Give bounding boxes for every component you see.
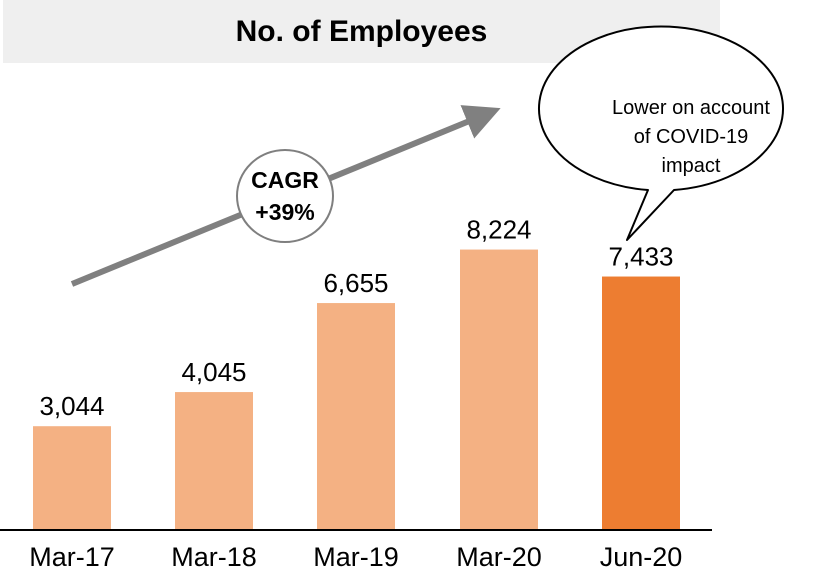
x-tick-label-mar-19: Mar-19 bbox=[313, 542, 399, 572]
cagr-label: CAGR bbox=[251, 167, 319, 193]
value-label-mar-20: 8,224 bbox=[466, 215, 531, 245]
bars-layer bbox=[33, 249, 680, 531]
callout-line-1: Lower on account bbox=[612, 97, 770, 119]
cagr-value: +39% bbox=[255, 199, 314, 225]
cagr-annotation: CAGR +39% bbox=[236, 149, 334, 243]
x-tick-label-mar-18: Mar-18 bbox=[171, 542, 257, 572]
bar-jun-20 bbox=[602, 276, 680, 530]
x-tick-label-mar-20: Mar-20 bbox=[456, 542, 542, 572]
x-tick-label-jun-20: Jun-20 bbox=[600, 542, 683, 572]
bar-mar-19 bbox=[317, 303, 395, 530]
bar-mar-18 bbox=[175, 392, 253, 530]
callout-line-3: impact bbox=[662, 155, 721, 177]
callout-bubble bbox=[538, 25, 784, 241]
value-label-mar-17: 3,044 bbox=[39, 391, 104, 421]
bar-mar-17 bbox=[33, 426, 111, 530]
bar-mar-20 bbox=[460, 249, 538, 531]
value-label-mar-18: 4,045 bbox=[181, 357, 246, 387]
chart-title: No. of Employees bbox=[235, 14, 488, 48]
value-label-jun-20: 7,433 bbox=[608, 242, 673, 272]
value-label-mar-19: 6,655 bbox=[323, 268, 388, 298]
chart-title-bar: No. of Employees bbox=[3, 0, 720, 63]
callout-line-2: of COVID-19 bbox=[634, 126, 748, 148]
x-tick-label-mar-17: Mar-17 bbox=[29, 542, 115, 572]
labels-layer: 3,044 Mar-17 4,045 Mar-18 6,655 Mar-19 8,224 Ma… bbox=[29, 215, 682, 572]
cagr-ellipse bbox=[236, 149, 334, 243]
covid-callout: Lower on account of COVID-19 impact bbox=[538, 25, 784, 241]
